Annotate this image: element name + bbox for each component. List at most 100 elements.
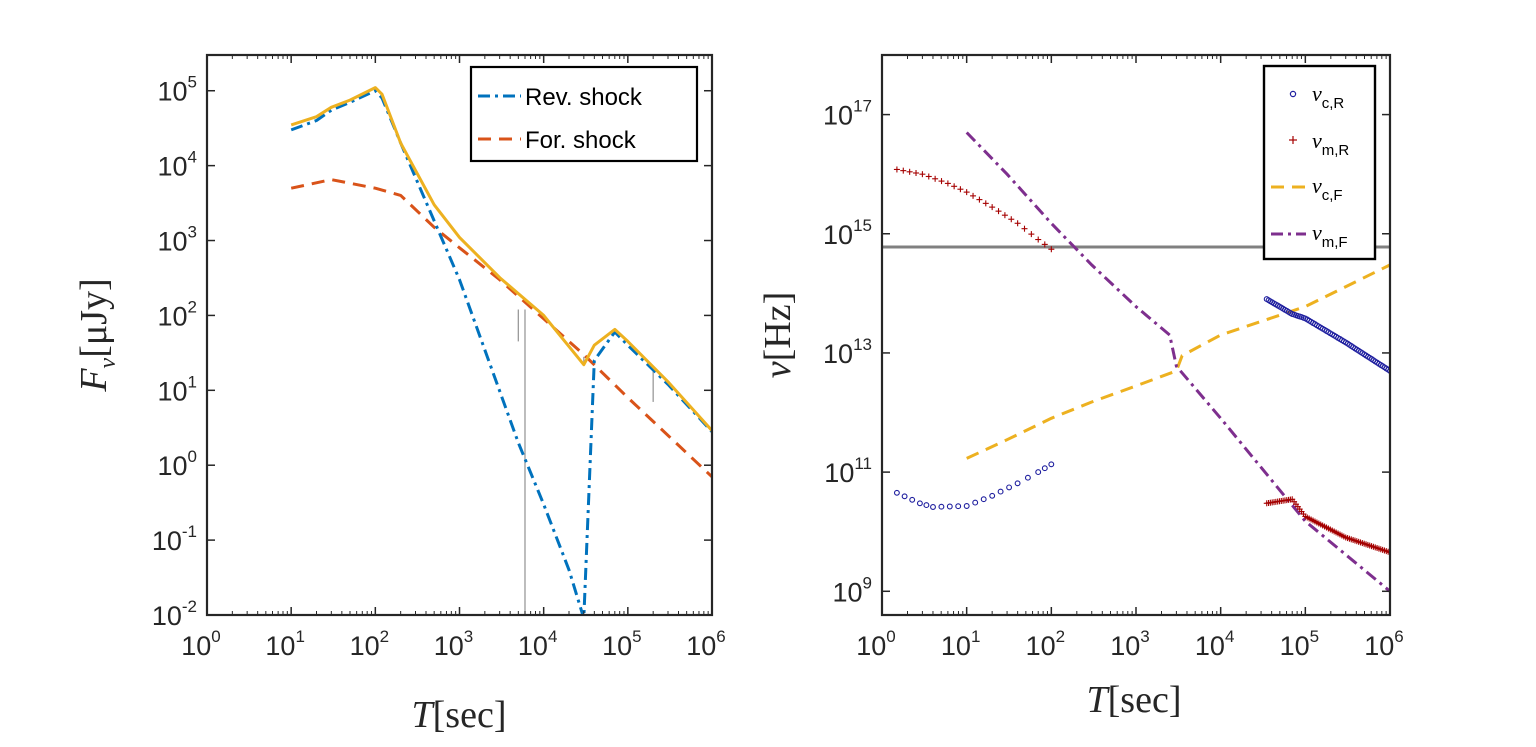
frequency-x-tick-label: 105 — [1280, 627, 1320, 661]
frequency-y-label-main: ν — [757, 361, 799, 378]
legend-nu-m-r-marker — [1289, 136, 1297, 144]
flux-y-tick-label: 103 — [157, 223, 197, 257]
nu-m-r-point — [1385, 548, 1390, 555]
frequency-y-tick-label: 1011 — [824, 454, 872, 488]
flux-y-label-main: F — [73, 368, 115, 393]
nu-m-r-point — [957, 186, 964, 193]
nu-c-r-point — [1014, 480, 1021, 487]
nu-m-r-point — [893, 166, 900, 173]
nu-c-r-point — [989, 492, 996, 499]
nu-m-r-point — [1001, 212, 1008, 219]
frequency-y-tick-label: 1013 — [823, 335, 872, 369]
frequency-legend-box — [1262, 64, 1377, 261]
nu-c-r-point — [1041, 465, 1048, 472]
flux-x-tick-label: 105 — [602, 627, 642, 661]
nu-c-r-point — [997, 488, 1004, 495]
frequency-x-tick-label: 101 — [941, 627, 981, 661]
legend-rev-shock-label: Rev. shock — [525, 84, 643, 111]
frequency-y-tick-label: 1015 — [823, 216, 872, 250]
flux-x-label-main: T — [412, 694, 436, 736]
flux-y-tick-label: 100 — [157, 447, 197, 481]
frequency-x-tick-label: 102 — [1026, 627, 1066, 661]
flux-legend-box — [469, 65, 699, 163]
flux-y-label-sub: ν — [95, 357, 121, 368]
nu-c-r-point — [923, 502, 930, 509]
flux-x-label-unit: [sec] — [433, 694, 507, 736]
nu-c-r-point — [955, 503, 962, 510]
frequency-y-tick-label: 1017 — [823, 97, 872, 131]
nu-m-r-point — [938, 178, 945, 185]
nu-c-r-point — [901, 493, 908, 500]
nu-c-r-point — [972, 499, 979, 506]
flux-x-tick-label: 102 — [350, 627, 390, 661]
nu-m-r-point — [900, 167, 907, 174]
flux-legend: Rev. shock For. shock — [469, 65, 699, 163]
nu-m-r-point — [989, 204, 996, 211]
flux-series-total — [290, 86, 712, 432]
flux-plot-area — [290, 86, 712, 615]
flux-series-for-shock — [290, 178, 712, 478]
flux-series-rev-shock — [290, 89, 712, 615]
nu-c-r-point — [963, 503, 970, 509]
nu-m-r-point — [982, 200, 989, 207]
nu-c-r-point — [893, 489, 900, 496]
flux-x-tick-label: 103 — [434, 627, 474, 661]
frequency-x-tick-label: 104 — [1195, 627, 1235, 661]
nu-m-r-point — [1387, 549, 1390, 556]
nu-c-r-point — [980, 496, 987, 503]
frequency-y-label-unit: [Hz] — [757, 292, 799, 362]
nu-m-r-point — [970, 192, 977, 199]
svg-text:Fν[μJy]: Fν[μJy] — [73, 278, 121, 392]
nu-c-r-point — [916, 500, 923, 507]
nu-m-r-point — [925, 173, 932, 180]
nu-c-r-point — [938, 503, 945, 510]
flux-panel: 100 101 102 103 104 105 106 10-2 10-1 100 101 102 1… — [73, 53, 726, 736]
nu-c-r-point — [930, 504, 936, 510]
frequency-legend: νc,R νm,R νc,F νm,F — [1262, 64, 1377, 261]
frequency-y-tick-label: 109 — [832, 573, 872, 607]
legend-nu-c-r-label: νc,R — [1312, 81, 1344, 112]
nu-m-r-point — [1028, 231, 1035, 238]
nu-c-r-point — [1006, 484, 1013, 491]
flux-x-tick-label: 106 — [686, 627, 726, 661]
frequency-x-label-unit: [sec] — [1108, 679, 1182, 721]
flux-x-tick-label: 104 — [518, 627, 558, 661]
flux-x-label: T[sec] — [412, 694, 507, 736]
nu-m-r-point — [906, 168, 913, 175]
frequency-y-ticks: 109 1011 1013 1015 1017 — [823, 97, 1390, 607]
frequency-x-ticks: 100 101 102 103 104 105 106 — [856, 55, 1404, 661]
flux-x-tick-label: 100 — [181, 627, 221, 661]
nu-m-r-point — [913, 169, 920, 176]
flux-y-tick-label: 101 — [157, 372, 197, 406]
nu-m-r-point — [1021, 225, 1028, 232]
nu-m-r-point — [995, 208, 1002, 215]
flux-y-tick-label: 10-2 — [152, 597, 197, 631]
frequency-x-tick-label: 103 — [1110, 627, 1150, 661]
frequency-x-label-main: T — [1087, 679, 1111, 721]
flux-y-tick-label: 104 — [157, 148, 197, 182]
frequency-series-nu-c-f — [966, 263, 1390, 460]
flux-y-ticks: 10-2 10-1 100 101 102 103 104 105 — [152, 73, 712, 631]
nu-m-r-point — [1014, 220, 1021, 227]
nu-m-r-point — [976, 196, 983, 203]
nu-m-r-point — [932, 175, 939, 182]
flux-y-tick-label: 102 — [157, 297, 197, 331]
legend-nu-m-r-label: νm,R — [1312, 128, 1349, 159]
flux-y-label-unit: [μJy] — [73, 278, 115, 357]
legend-nu-c-f-label: νc,F — [1312, 173, 1343, 204]
flux-y-label: Fν[μJy] — [73, 278, 121, 392]
flux-y-tick-label: 10-1 — [152, 522, 197, 556]
nu-m-r-point — [963, 189, 970, 196]
nu-c-r-point — [1035, 469, 1042, 476]
nu-m-r-point — [1035, 236, 1042, 243]
legend-nu-m-f-label: νm,F — [1312, 220, 1348, 251]
frequency-series-nu-m-f — [965, 131, 1390, 593]
nu-m-r-point — [944, 180, 951, 187]
frequency-x-tick-label: 106 — [1364, 627, 1404, 661]
nu-m-r-point — [919, 171, 926, 178]
flux-y-tick-label: 105 — [157, 73, 197, 107]
frequency-x-label: T[sec] — [1087, 679, 1182, 721]
nu-m-r-point — [951, 183, 958, 190]
nu-m-r-point — [1041, 241, 1048, 248]
